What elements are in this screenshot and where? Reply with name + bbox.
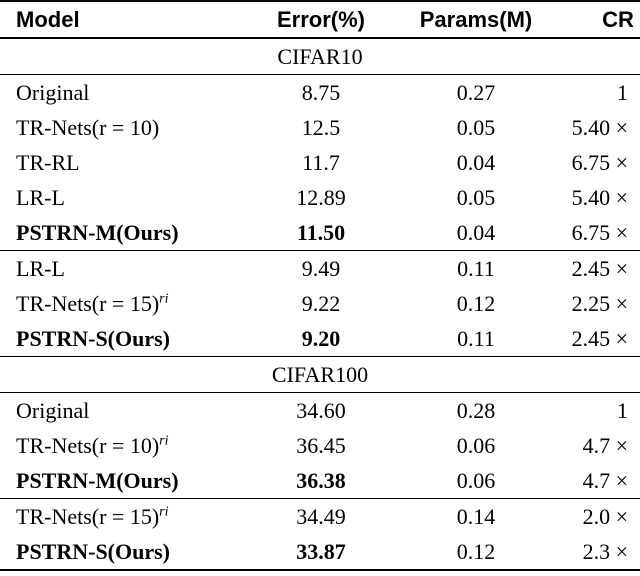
cr-cell: 1	[556, 392, 640, 428]
model-name: PSTRN-M(Ours)	[16, 219, 179, 245]
error-cell: 8.75	[246, 74, 396, 110]
model-name: LR-L	[16, 184, 65, 210]
model-superscript: ri	[159, 291, 169, 307]
table-row: PSTRN-M(Ours) 36.38 0.06 4.7 ×	[0, 463, 640, 499]
model-name: PSTRN-S(Ours)	[16, 325, 171, 351]
table-row: TR-Nets(r = 10) 12.5 0.05 5.40 ×	[0, 110, 640, 145]
model-name: LR-L	[16, 255, 65, 281]
model-cell: PSTRN-S(Ours)	[0, 534, 246, 571]
model-name: Original	[16, 397, 90, 423]
model-cell: Original	[0, 392, 246, 428]
model-name: TR-Nets(r = 15)	[16, 503, 160, 529]
params-cell: 0.06	[456, 467, 496, 493]
model-cell: PSTRN-S(Ours)	[0, 321, 246, 357]
table-body: CIFAR10 Original 8.75 0.27 1 TR-Nets(r = 10) 1…	[0, 37, 640, 571]
params-cell: 0.05	[456, 184, 496, 210]
params-cell: 0.12	[456, 290, 496, 316]
params-cell: 0.27	[396, 74, 556, 110]
error-cell: 11.50	[296, 219, 346, 245]
error-cell: 9.20	[301, 325, 341, 351]
params-cell: 0.11	[457, 325, 495, 351]
table-row: PSTRN-S(Ours) 9.20 0.11 2.45 ×	[0, 321, 640, 357]
model-name: TR-Nets(r = 10)	[16, 114, 160, 140]
model-name: PSTRN-S(Ours)	[16, 538, 171, 564]
model-cell: TR-RL	[0, 145, 246, 180]
header-cell: Params(M)	[396, 0, 556, 39]
cr-cell: 2.25 ×	[571, 290, 628, 316]
model-cell: TR-Nets(r = 15)ri	[0, 286, 246, 321]
error-cell: 36.45	[296, 432, 346, 458]
table-row: TR-RL 11.7 0.04 6.75 ×	[0, 145, 640, 180]
model-cell: LR-L	[0, 250, 246, 286]
model-cell: Original	[0, 74, 246, 110]
cr-cell: 2.0 ×	[556, 498, 640, 534]
section-row: CIFAR10	[0, 37, 640, 75]
params-cell: 0.05	[456, 114, 496, 140]
params-cell: 0.04	[456, 219, 496, 245]
model-name: TR-RL	[16, 149, 80, 175]
model-cell: PSTRN-M(Ours)	[0, 215, 246, 251]
cr-cell: 4.7 ×	[582, 432, 628, 458]
cr-cell: 1	[556, 74, 640, 110]
model-superscript: ri	[159, 504, 169, 520]
header-row: Model Error(%) Params(M) CR	[0, 0, 640, 39]
model-cell: TR-Nets(r = 10)	[0, 110, 246, 145]
model-cell: TR-Nets(r = 15)ri	[0, 498, 246, 534]
table-row: TR-Nets(r = 15)ri 9.22 0.12 2.25 ×	[0, 286, 640, 321]
header-cell: Error(%)	[246, 0, 396, 39]
model-cell: LR-L	[0, 180, 246, 215]
model-name: TR-Nets(r = 10)	[16, 432, 160, 458]
params-cell: 0.04	[456, 149, 496, 175]
error-cell: 9.22	[301, 290, 341, 316]
error-cell: 9.49	[246, 250, 396, 286]
table-row: PSTRN-S(Ours) 33.87 0.12 2.3 ×	[0, 534, 640, 571]
model-name: TR-Nets(r = 15)	[16, 290, 160, 316]
cr-cell: 2.45 ×	[571, 325, 628, 351]
table-row: Original 8.75 0.27 1	[0, 74, 640, 110]
section-title: CIFAR10	[0, 37, 640, 75]
error-cell: 12.5	[301, 114, 341, 140]
cr-cell: 6.75 ×	[571, 149, 628, 175]
table-row: TR-Nets(r = 10)ri 36.45 0.06 4.7 ×	[0, 428, 640, 463]
model-cell: TR-Nets(r = 10)ri	[0, 428, 246, 463]
model-cell: PSTRN-M(Ours)	[0, 463, 246, 499]
table-row: TR-Nets(r = 15)ri 34.49 0.14 2.0 ×	[0, 498, 640, 534]
cr-cell: 2.45 ×	[556, 250, 640, 286]
params-cell: 0.14	[396, 498, 556, 534]
params-cell: 0.28	[396, 392, 556, 428]
model-name: Original	[16, 79, 90, 105]
error-cell: 11.7	[302, 149, 340, 175]
table-row: LR-L 9.49 0.11 2.45 ×	[0, 250, 640, 286]
error-cell: 36.38	[296, 467, 346, 493]
error-cell: 33.87	[246, 534, 396, 571]
cr-cell: 6.75 ×	[571, 219, 628, 245]
params-cell: 0.12	[396, 534, 556, 571]
header-cell: CR	[556, 0, 640, 39]
section-title: CIFAR100	[0, 356, 640, 393]
error-cell: 34.60	[246, 392, 396, 428]
params-cell: 0.06	[456, 432, 496, 458]
header-cell: Model	[0, 0, 246, 39]
cr-cell: 2.3 ×	[556, 534, 640, 571]
cr-cell: 5.40 ×	[571, 114, 628, 140]
params-cell: 0.11	[396, 250, 556, 286]
error-cell: 34.49	[246, 498, 396, 534]
cr-cell: 5.40 ×	[571, 184, 628, 210]
table-row: LR-L 12.89 0.05 5.40 ×	[0, 180, 640, 215]
section-row: CIFAR100	[0, 356, 640, 393]
model-superscript: ri	[159, 433, 169, 449]
model-name: PSTRN-M(Ours)	[16, 467, 179, 493]
table-row: Original 34.60 0.28 1	[0, 392, 640, 428]
table-row: PSTRN-M(Ours) 11.50 0.04 6.75 ×	[0, 215, 640, 251]
error-cell: 12.89	[296, 184, 346, 210]
cr-cell: 4.7 ×	[582, 467, 628, 493]
table-header: Model Error(%) Params(M) CR	[0, 0, 640, 39]
